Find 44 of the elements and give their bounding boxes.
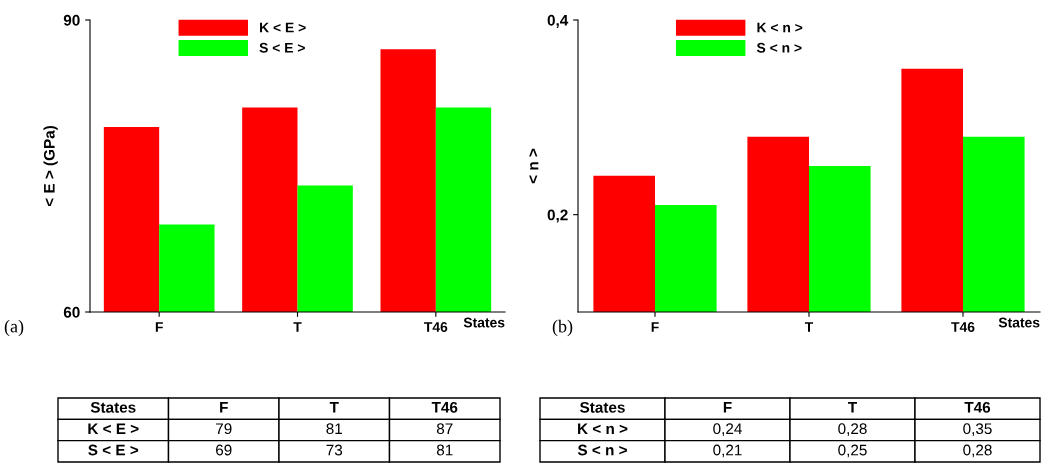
text: (b) — [552, 319, 573, 337]
y-axis-title: < n > — [529, 148, 539, 184]
y-axis-title: < E > (GPa) — [43, 126, 58, 207]
data-label: 87 — [436, 423, 453, 435]
data-label: 81 — [436, 444, 453, 456]
data-label: 0,24 — [713, 423, 742, 436]
legend-label: S < E > — [259, 42, 305, 53]
text: States — [580, 401, 625, 413]
x-tick-label: F — [155, 322, 163, 332]
text: (a) — [4, 319, 24, 337]
data-label: 0,35 — [963, 423, 992, 436]
data-label: 79 — [216, 423, 232, 435]
data-label: 0,28 — [963, 444, 992, 458]
legend-label: K < E > — [260, 22, 306, 33]
x-tick-label: F — [651, 322, 659, 332]
text: K < n > — [578, 423, 628, 434]
text: States — [90, 401, 136, 413]
data-label: 73 — [326, 444, 343, 456]
y-tick-label: 0,2 — [547, 209, 568, 223]
text: S < n > — [577, 444, 627, 456]
data-label: 81 — [326, 423, 342, 435]
y-tick-label: 90 — [63, 14, 80, 26]
x-tick-label: T46 — [951, 322, 975, 332]
text: S < E > — [88, 444, 139, 456]
y-tick-label: 0,4 — [547, 14, 569, 28]
legend-label: K < n > — [757, 22, 803, 33]
x-axis-title: States — [463, 317, 505, 328]
x-tick-label: T — [293, 322, 302, 332]
data-label: 0,21 — [713, 444, 742, 458]
data-label: 69 — [216, 444, 232, 456]
x-tick-label: T — [804, 322, 814, 332]
category-label: F — [723, 402, 732, 413]
y-tick-label: 60 — [63, 306, 80, 318]
category-label: T — [848, 402, 857, 413]
text: K < E > — [88, 423, 139, 434]
x-axis-title: States — [998, 317, 1040, 328]
category-label: F — [220, 402, 228, 413]
legend-label: S < n > — [756, 42, 802, 53]
category-label: T46 — [431, 401, 458, 413]
x-tick-label: T46 — [424, 322, 448, 332]
category-label: T46 — [964, 401, 991, 413]
category-label: T — [329, 402, 339, 413]
data-label: 0,28 — [838, 423, 867, 436]
data-label: 0,25 — [838, 444, 867, 458]
